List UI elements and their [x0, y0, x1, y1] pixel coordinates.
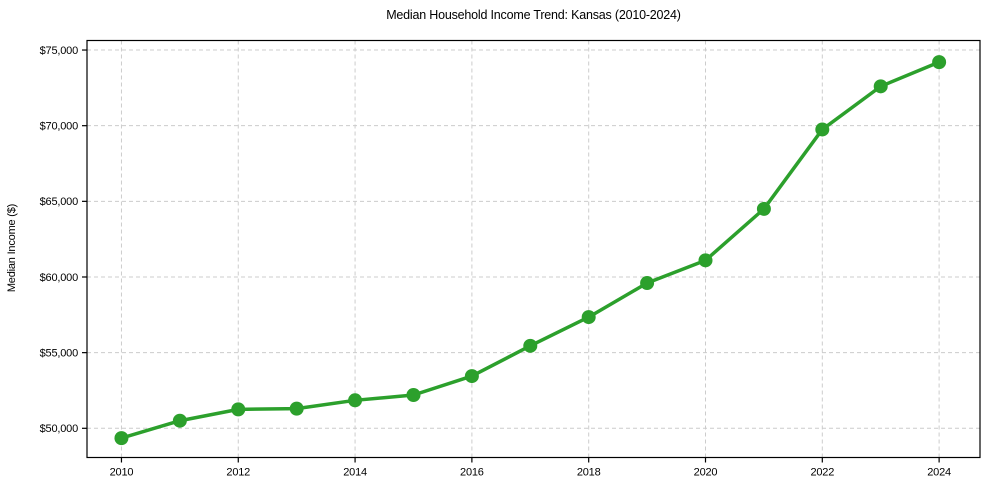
data-point-2012 — [231, 402, 246, 417]
data-point-2016 — [464, 369, 479, 384]
y-tick-label: $70,000 — [40, 120, 78, 132]
y-tick-label: $60,000 — [40, 272, 78, 284]
data-point-2022 — [815, 122, 830, 137]
x-tick-label: 2016 — [460, 467, 484, 479]
data-point-2013 — [289, 401, 304, 416]
data-point-2018 — [581, 310, 596, 325]
y-tick-label: $55,000 — [40, 347, 78, 359]
data-point-2011 — [172, 413, 187, 428]
data-point-2015 — [406, 388, 421, 403]
data-point-2014 — [348, 393, 363, 408]
data-point-2017 — [523, 338, 538, 353]
x-tick-label: 2022 — [810, 467, 834, 479]
data-point-2019 — [640, 276, 655, 291]
x-tick-label: 2012 — [226, 467, 250, 479]
x-tick-label: 2014 — [343, 467, 367, 479]
income-trend-line — [119, 60, 941, 440]
data-point-2020 — [698, 253, 713, 268]
data-point-2024 — [932, 55, 947, 70]
chart-title: Median Household Income Trend: Kansas (2… — [386, 8, 681, 22]
y-tick-label: $75,000 — [40, 45, 78, 57]
data-point-2010 — [114, 431, 129, 446]
y-tick-label: $65,000 — [40, 196, 78, 208]
x-tick-label: 2010 — [110, 467, 134, 479]
x-tick-label: 2018 — [577, 467, 601, 479]
data-point-2023 — [873, 79, 888, 94]
x-tick-label: 2024 — [927, 467, 951, 479]
data-point-2021 — [756, 201, 771, 216]
plot-border — [86, 39, 981, 459]
y-tick-label: $50,000 — [40, 423, 78, 435]
x-tick-label: 2020 — [694, 467, 718, 479]
